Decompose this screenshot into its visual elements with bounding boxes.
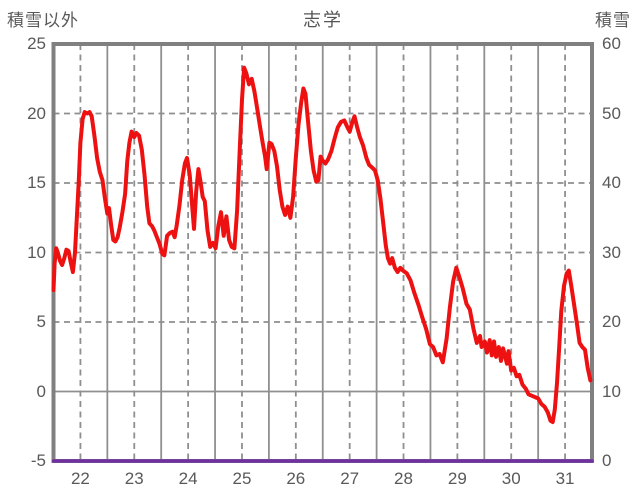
x-axis-tick-label: 24	[178, 469, 198, 488]
right-axis-tick-label: 30	[602, 242, 621, 262]
right-axis-tick-label: 40	[602, 173, 621, 192]
left-axis-tick-label: 0	[36, 381, 46, 401]
right-axis-tick-label: 10	[602, 381, 621, 401]
right-axis-title: 積雪	[595, 11, 631, 30]
left-axis-tick-label: 25	[27, 34, 46, 53]
x-axis-tick-label: 29	[447, 469, 467, 488]
x-axis-tick-label: 27	[340, 469, 360, 488]
right-axis-tick-label: 20	[602, 312, 621, 331]
right-axis-tick-label: 60	[602, 34, 621, 53]
left-axis-tick-label: 15	[27, 173, 46, 192]
x-axis-tick-label: 23	[124, 469, 144, 488]
left-axis-tick-label: 5	[36, 312, 46, 331]
series-line-積雪以外	[51, 65, 593, 425]
chart-title: 志学	[303, 10, 343, 30]
x-axis-tick-label: 25	[232, 469, 252, 488]
x-axis-tick-label: 28	[394, 469, 413, 488]
left-axis-title: 積雪以外	[7, 11, 79, 30]
left-axis-tick-label: 10	[27, 242, 46, 262]
right-axis-tick-label: 50	[602, 103, 621, 123]
x-axis-tick-label: 31	[555, 469, 575, 488]
right-axis-tick-label: 0	[602, 451, 612, 470]
left-axis-tick-label: -5	[30, 451, 46, 470]
x-axis-tick-label: 22	[70, 469, 90, 488]
x-axis-tick-label: 26	[286, 469, 306, 488]
left-axis-tick-label: 20	[27, 103, 46, 123]
x-axis-tick-label: 30	[501, 469, 521, 488]
